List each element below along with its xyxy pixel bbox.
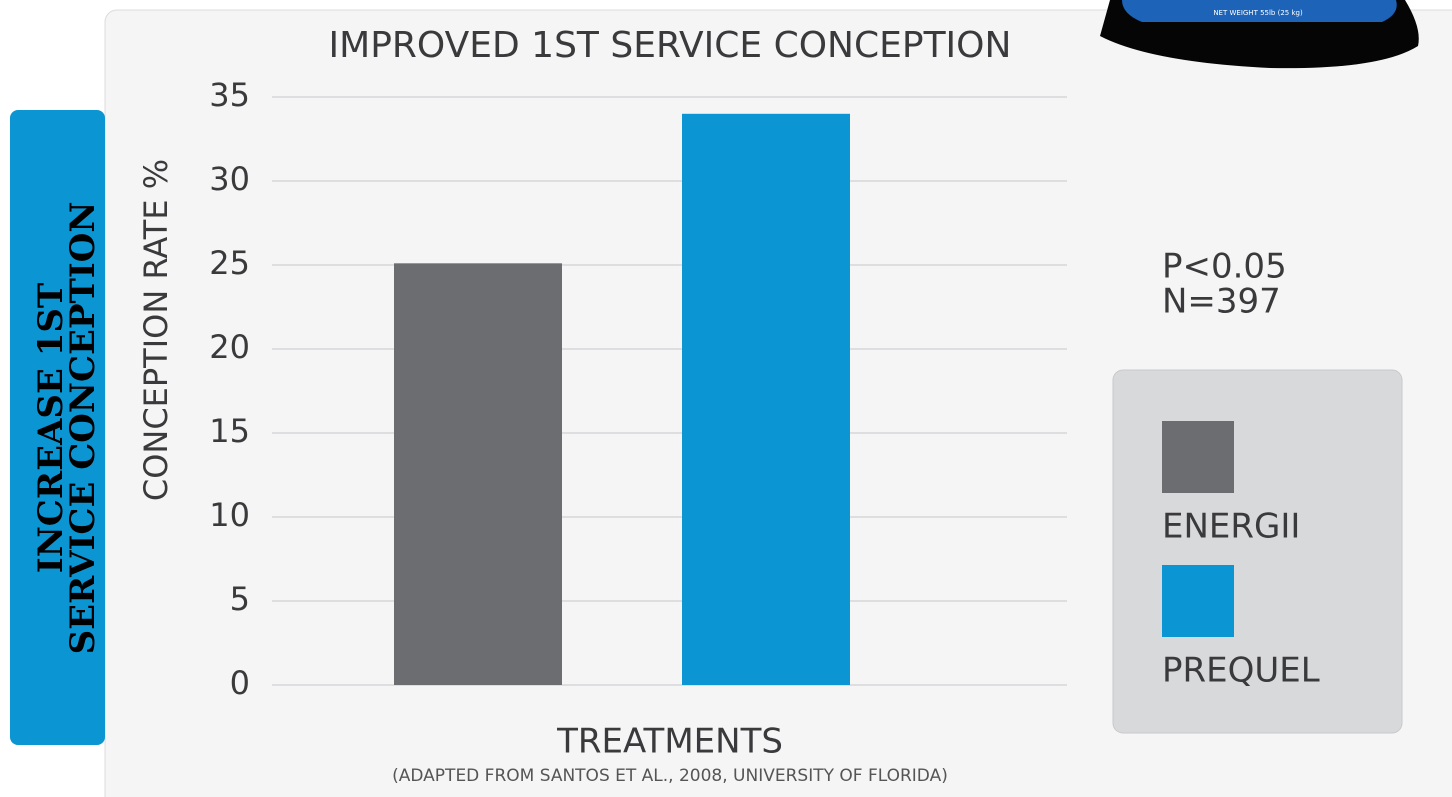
y-tick-label: 20 [209, 328, 250, 366]
bar [682, 114, 850, 685]
annotation: P<0.05 [1162, 247, 1287, 287]
y-axis-label: CONCEPTION RATE % [137, 159, 175, 501]
y-tick-label: 25 [209, 244, 250, 282]
y-tick-label: 30 [209, 160, 250, 198]
chart-title: IMPROVED 1ST SERVICE CONCEPTION [329, 25, 1012, 66]
legend-swatch [1162, 565, 1234, 637]
page: NET WEIGHT 55lb (25 kg) INCREASE 1ST SER… [0, 0, 1452, 797]
side-tab-line: SERVICE CONCEPTION [63, 202, 103, 655]
bar [394, 263, 562, 685]
chart: NET WEIGHT 55lb (25 kg) INCREASE 1ST SER… [0, 0, 1452, 797]
x-axis-label: TREATMENTS [556, 722, 783, 762]
annotation: N=397 [1162, 282, 1281, 322]
y-tick-label: 15 [209, 412, 250, 450]
y-tick-label: 10 [209, 496, 250, 534]
legend-swatch [1162, 421, 1234, 493]
y-tick-label: 0 [230, 664, 250, 702]
y-tick-label: 5 [230, 580, 250, 618]
legend-label: ENERGII [1162, 507, 1300, 547]
caption: (ADAPTED FROM SANTOS ET AL., 2008, UNIVE… [392, 766, 948, 786]
legend-label: PREQUEL [1162, 651, 1320, 691]
product-label: NET WEIGHT 55lb (25 kg) [1213, 9, 1303, 17]
y-tick-label: 35 [209, 76, 250, 114]
